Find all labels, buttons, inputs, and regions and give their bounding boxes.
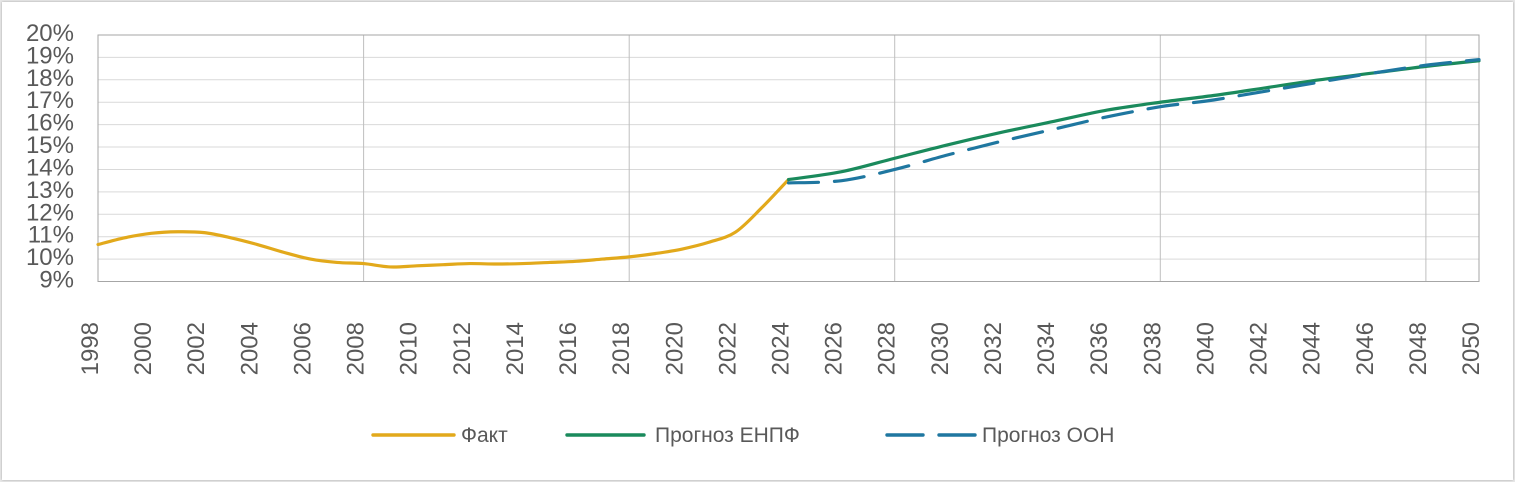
- svg-text:Факт: Факт: [461, 424, 508, 447]
- svg-text:2024: 2024: [768, 322, 795, 375]
- svg-text:2010: 2010: [396, 322, 423, 375]
- svg-text:2016: 2016: [555, 322, 582, 375]
- svg-text:2002: 2002: [183, 322, 210, 375]
- svg-text:2006: 2006: [290, 322, 317, 375]
- svg-text:2018: 2018: [608, 322, 635, 375]
- svg-text:2012: 2012: [449, 322, 476, 375]
- svg-text:1998: 1998: [77, 322, 104, 375]
- svg-text:2008: 2008: [343, 322, 370, 375]
- svg-text:2038: 2038: [1139, 322, 1166, 375]
- svg-text:Прогноз ООН: Прогноз ООН: [982, 424, 1114, 447]
- svg-text:2000: 2000: [130, 322, 157, 375]
- svg-text:Прогноз ЕНПФ: Прогноз ЕНПФ: [655, 424, 800, 447]
- svg-text:2022: 2022: [714, 322, 741, 375]
- svg-text:2020: 2020: [661, 322, 688, 375]
- svg-text:2044: 2044: [1299, 322, 1326, 375]
- svg-text:2048: 2048: [1405, 322, 1432, 375]
- svg-text:2046: 2046: [1352, 322, 1379, 375]
- svg-text:2040: 2040: [1192, 322, 1219, 375]
- svg-text:2036: 2036: [1086, 322, 1113, 375]
- svg-text:2004: 2004: [236, 322, 263, 375]
- svg-text:2014: 2014: [502, 322, 529, 375]
- svg-text:2030: 2030: [927, 322, 954, 375]
- svg-text:2050: 2050: [1458, 322, 1485, 375]
- svg-text:2034: 2034: [1033, 322, 1060, 375]
- svg-text:2032: 2032: [980, 322, 1007, 375]
- svg-text:2026: 2026: [821, 322, 848, 375]
- svg-text:9%: 9%: [39, 267, 74, 294]
- svg-text:2042: 2042: [1246, 322, 1273, 375]
- svg-text:2028: 2028: [874, 322, 901, 375]
